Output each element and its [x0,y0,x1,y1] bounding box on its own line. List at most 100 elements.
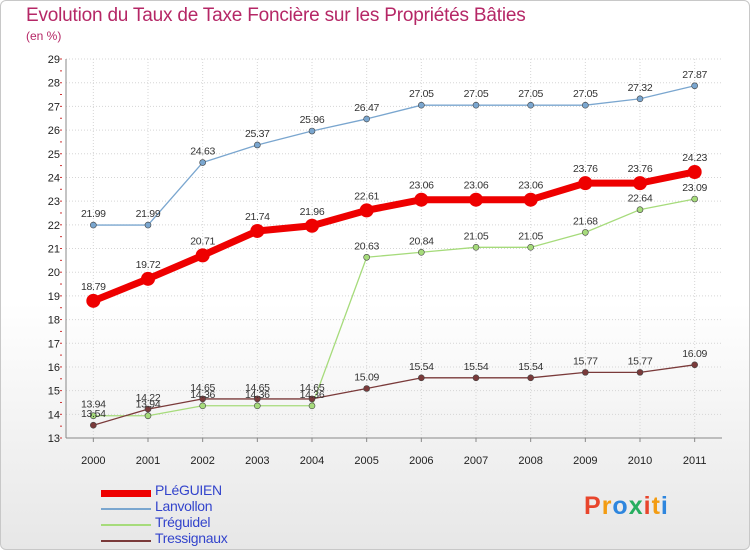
data-point [144,221,152,229]
data-label: 14.65 [300,382,325,394]
data-label: 14.36 [190,389,215,401]
data-label: 24.63 [190,146,215,158]
y-tick-label: 22 [48,220,60,232]
data-label: 20.71 [190,235,215,247]
data-label: 21.05 [518,230,543,242]
data-point [469,192,483,207]
data-label: 23.09 [682,182,707,194]
series-line-0 [92,168,696,305]
data-label: 13.94 [81,399,106,411]
logo-letter: r [601,492,613,520]
data-point [687,164,702,179]
y-tick-label: 24 [48,172,60,184]
data-label: 25.96 [300,114,325,126]
y-tick-label: 19 [48,291,60,303]
data-label: 15.77 [573,355,598,367]
x-tick-label: 2004 [300,455,324,467]
data-label: 20.63 [354,240,379,252]
y-tick-label: 20 [48,267,60,279]
data-label: 23.76 [573,163,598,175]
x-tick-label: 2003 [245,455,269,467]
data-point [254,395,261,403]
data-point [254,141,261,149]
y-tick-label: 26 [48,125,60,137]
series-group [86,82,702,429]
data-point [199,402,206,410]
data-label: 27.05 [518,88,543,100]
data-label: 22.61 [354,190,379,202]
axes: 13 14 15 16 17 18 19 20 21 22 23 24 25 26 27 28 29 2000 20… [48,54,722,467]
data-point [363,115,370,123]
data-point [90,412,97,420]
data-label: 27.05 [464,88,489,100]
data-point [636,206,644,213]
data-point [414,192,429,207]
data-point [308,395,316,403]
legend-swatch [101,489,151,497]
data-label: 20.84 [409,235,434,247]
data-label: 15.77 [628,355,653,367]
x-tick-label: 2009 [573,455,597,467]
legend-swatch [101,540,151,542]
data-point [523,192,538,207]
legend-label: Tressignaux [155,530,228,546]
data-label: 21.96 [300,206,325,218]
proxiti-logo: Proxiti [584,492,669,521]
data-label: 21.05 [464,230,489,242]
data-point [250,223,265,238]
series-line-2 [93,198,695,417]
legend-swatch [101,508,151,510]
data-point [527,101,534,109]
y-tick-label: 21 [48,244,60,256]
y-tick-label: 17 [48,338,60,350]
data-label: 15.54 [518,361,543,373]
data-point [144,412,152,420]
legend-label: Lanvollon [155,498,213,514]
data-point [636,369,644,376]
data-label: 15.54 [409,361,434,373]
logo-letter: P [584,492,602,520]
data-label: 23.06 [409,180,434,192]
x-tick-label: 2001 [136,455,160,467]
data-label: 15.54 [464,361,489,373]
data-point [636,95,644,103]
data-label: 19.72 [136,259,161,271]
data-point [418,374,425,382]
data-point [195,248,210,263]
data-point [472,101,480,109]
data-label: 27.05 [573,88,598,100]
data-label: 24.23 [682,152,707,164]
data-point [199,395,206,403]
x-tick-label: 2005 [354,455,378,467]
data-point [418,101,425,109]
series-line-3 [93,364,695,426]
data-point [691,361,698,369]
data-label: 13.54 [81,408,106,420]
logo-letter: x [628,492,644,520]
data-label: 14.22 [136,392,161,404]
data-point [141,271,155,286]
logo-letter: i [643,492,652,520]
y-tick-label: 13 [48,433,60,445]
data-label: 18.79 [81,281,106,293]
legend-label: PLéGUIEN [155,482,222,498]
data-point [305,218,319,233]
data-point [527,374,534,382]
y-tick-label: 28 [48,78,60,90]
data-point [691,82,698,90]
data-point [359,203,374,218]
data-label: 14.65 [245,382,270,394]
data-label: 14.36 [300,389,325,401]
data-point [254,402,261,410]
data-label: 23.06 [518,180,543,192]
data-label: 23.06 [464,180,489,192]
data-label: 14.36 [245,389,270,401]
y-tick-label: 29 [48,54,60,66]
logo-letter: t [651,492,661,520]
data-label: 16.09 [682,348,707,360]
data-label: 14.65 [190,382,215,394]
data-point [90,421,97,429]
data-point [308,402,316,410]
